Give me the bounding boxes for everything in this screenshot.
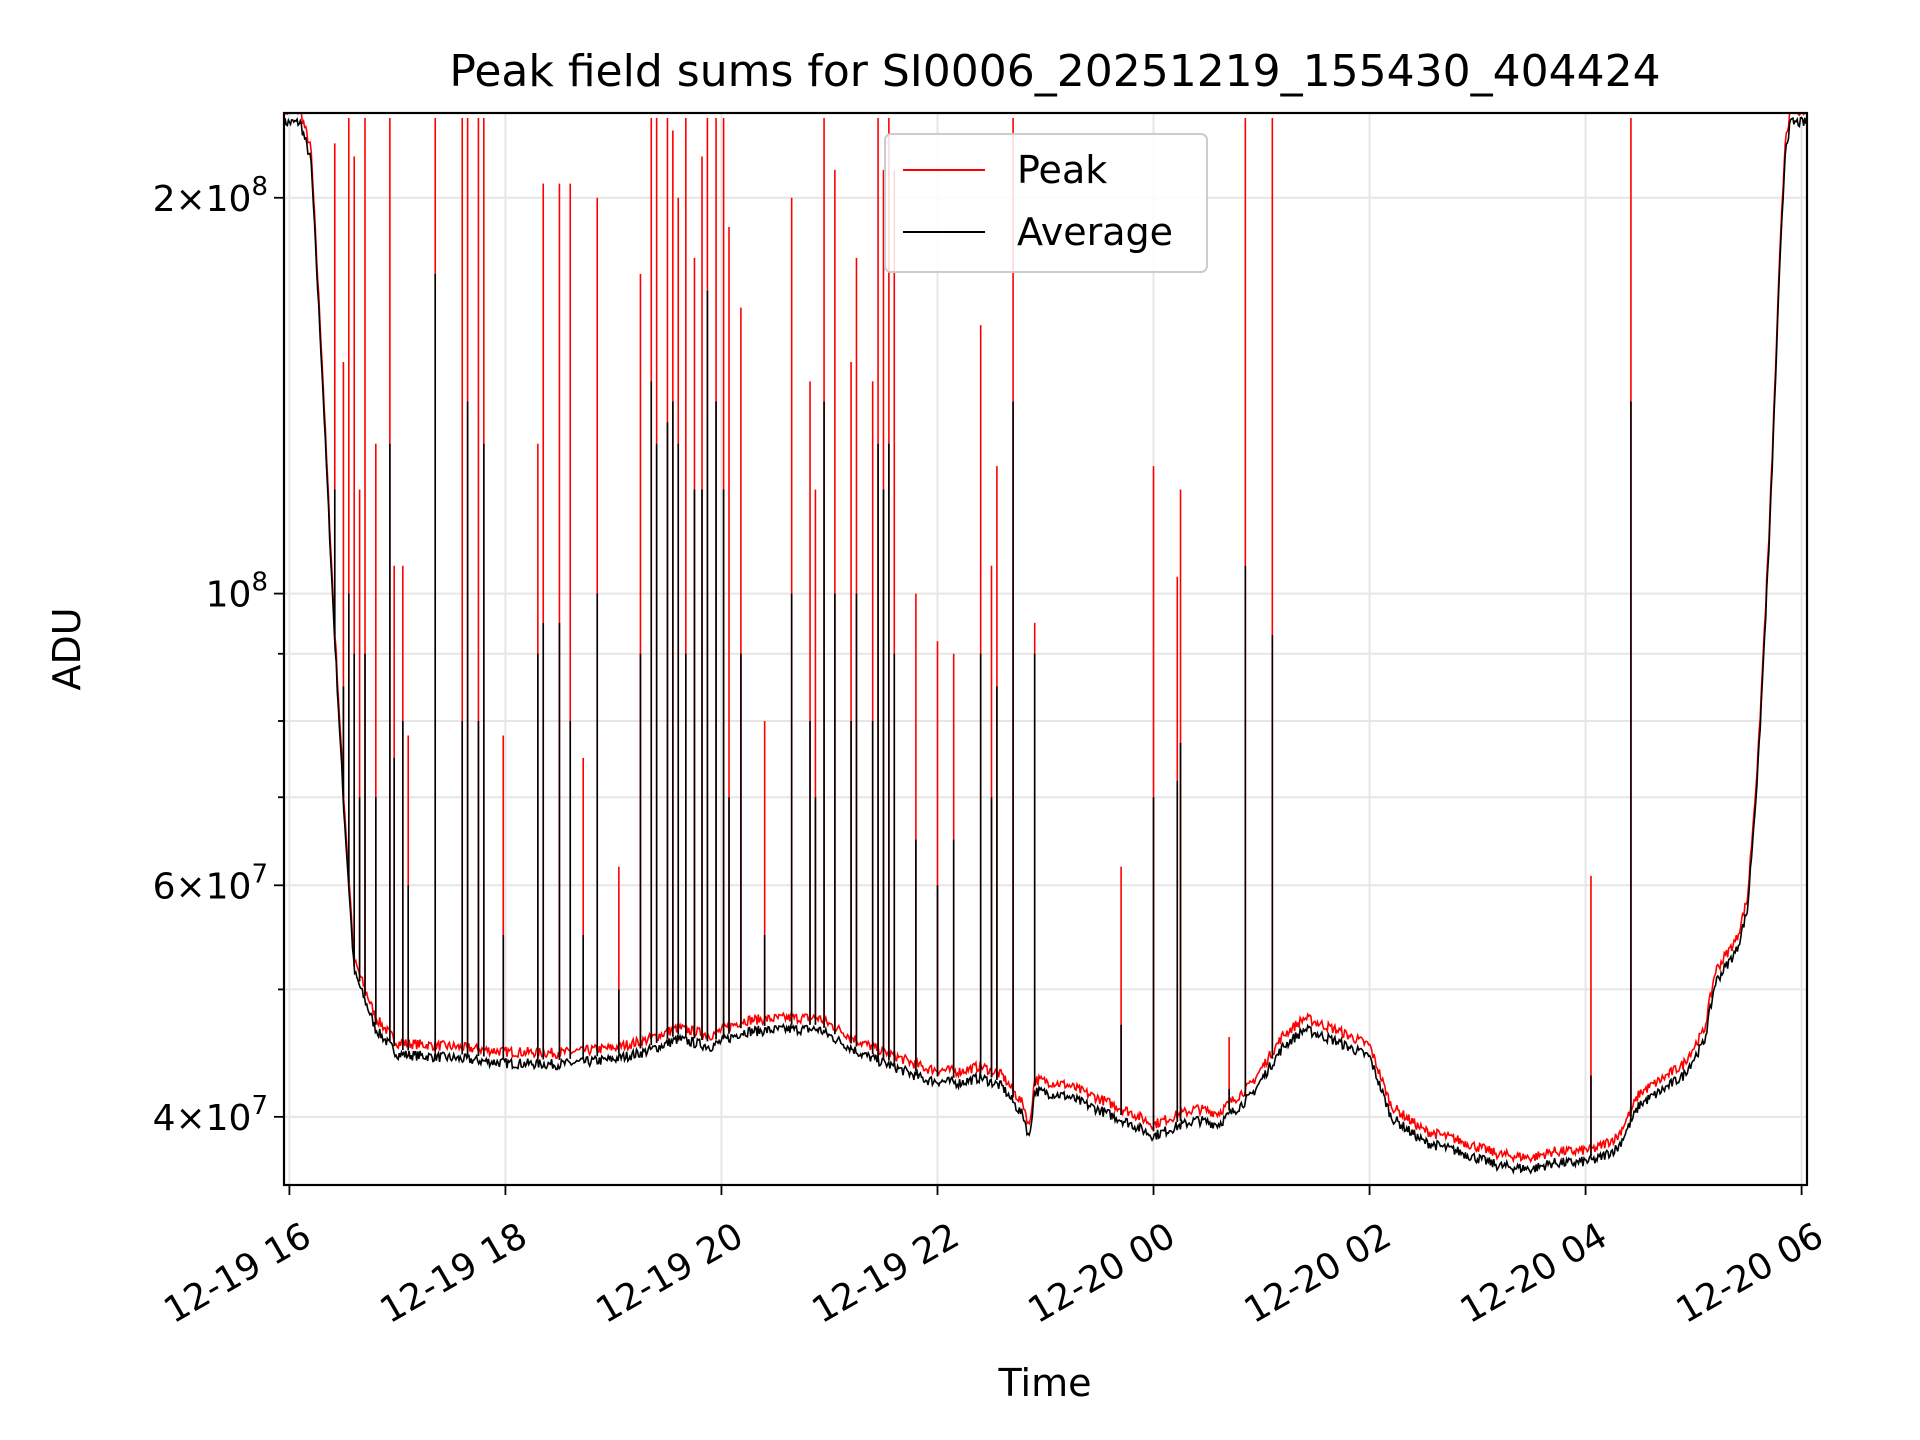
axes-frame xyxy=(282,111,1809,1187)
y-tick-label: 4×107 xyxy=(153,1091,268,1139)
grid-lines xyxy=(284,113,1807,1185)
legend-box xyxy=(884,133,1208,273)
series-group xyxy=(284,113,1807,1175)
x-axis-label: Time xyxy=(998,1361,1092,1405)
chart-title: Peak field sums for SI0006_20251219_1554… xyxy=(449,46,1660,97)
average-series-line xyxy=(284,116,1807,1175)
plot-area xyxy=(284,113,1807,1175)
y-tick-label: 108 xyxy=(206,568,268,616)
y-tick-label: 2×108 xyxy=(153,172,268,220)
legend-peak-label: Peak xyxy=(1017,148,1107,192)
legend-average-label: Average xyxy=(1017,210,1173,254)
y-axis-label: ADU xyxy=(45,607,89,690)
legend: Peak Average xyxy=(884,133,1208,273)
y-tick-label: 6×107 xyxy=(153,859,268,907)
